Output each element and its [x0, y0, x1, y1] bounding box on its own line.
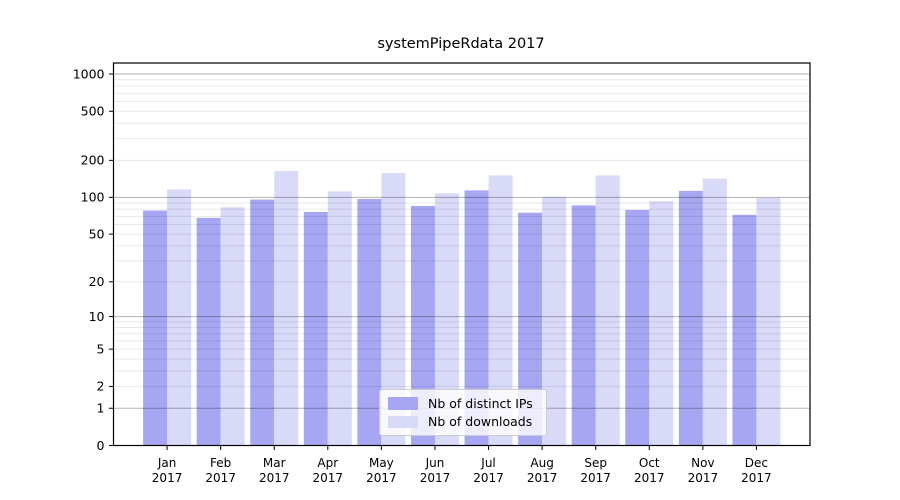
legend-label-downloads: Nb of downloads — [428, 414, 533, 430]
x-tick-label-month: Mar — [263, 456, 286, 470]
bar-distinct-ips-dec — [732, 214, 757, 446]
y-tick-label: 0 — [97, 438, 105, 453]
y-tick-label: 10 — [89, 309, 105, 324]
bar-distinct-ips-apr — [303, 211, 328, 446]
bar-distinct-ips-oct — [625, 209, 650, 446]
x-tick-label-year: 2017 — [741, 471, 772, 485]
y-tick-label: 100 — [81, 190, 105, 205]
x-tick-label-year: 2017 — [259, 471, 290, 485]
bar-downloads-dec — [756, 197, 781, 446]
bar-distinct-ips-sep — [571, 205, 596, 446]
bar-distinct-ips-feb — [196, 217, 221, 446]
y-tick-label: 500 — [81, 104, 105, 119]
x-tick-label-month: Jun — [425, 456, 445, 470]
x-tick-label-year: 2017 — [420, 471, 451, 485]
x-tick-label-month: Aug — [530, 456, 553, 470]
x-tick-label-year: 2017 — [634, 471, 665, 485]
y-tick-label: 200 — [81, 153, 105, 168]
y-tick-label: 1000 — [73, 66, 105, 81]
bar-downloads-sep — [595, 175, 620, 446]
y-tick-label: 2 — [97, 379, 105, 394]
bar-downloads-oct — [649, 201, 674, 446]
x-tick-label-month: Nov — [691, 456, 714, 470]
x-tick-label-year: 2017 — [527, 471, 558, 485]
x-tick-label-month: May — [369, 456, 394, 470]
bar-downloads-nov — [702, 178, 727, 446]
chart-title: systemPipeRdata 2017 — [377, 36, 545, 52]
x-tick-label-year: 2017 — [473, 471, 504, 485]
x-tick-label-year: 2017 — [580, 471, 611, 485]
x-tick-label-month: Jan — [157, 456, 177, 470]
bar-downloads-feb — [220, 207, 245, 446]
bar-downloads-apr — [327, 191, 352, 446]
y-tick-label: 50 — [89, 226, 105, 241]
y-tick-label: 1 — [97, 401, 105, 416]
bar-distinct-ips-may — [357, 198, 382, 446]
bar-distinct-ips-mar — [250, 199, 275, 446]
bar-downloads-mar — [274, 170, 299, 446]
legend-item-distinct-ips: Nb of distinct IPs — [388, 396, 538, 411]
y-tick-label: 20 — [89, 274, 105, 289]
legend-item-downloads: Nb of downloads — [388, 414, 538, 429]
x-tick-label-year: 2017 — [152, 471, 183, 485]
x-tick-label-month: Dec — [745, 456, 768, 470]
x-tick-label-month: Oct — [639, 456, 660, 470]
x-tick-label-month: Sep — [584, 456, 607, 470]
legend-swatch-distinct-ips — [388, 397, 418, 410]
x-tick-label-year: 2017 — [205, 471, 236, 485]
legend-label-distinct-ips: Nb of distinct IPs — [428, 395, 533, 411]
x-tick-label-month: Apr — [317, 456, 338, 470]
legend: Nb of distinct IPs Nb of downloads — [379, 389, 547, 436]
plot-frame — [112, 62, 811, 447]
x-tick-label-year: 2017 — [366, 471, 397, 485]
bar-distinct-ips-jan — [143, 210, 168, 446]
x-tick-label-year: 2017 — [688, 471, 719, 485]
legend-swatch-downloads — [388, 415, 418, 428]
x-tick-label-month: Feb — [210, 456, 231, 470]
bar-downloads-jan — [167, 189, 192, 446]
x-tick-label-month: Jul — [480, 456, 495, 470]
y-tick-label: 5 — [97, 341, 105, 356]
x-tick-label-year: 2017 — [313, 471, 344, 485]
bar-distinct-ips-nov — [678, 190, 703, 446]
